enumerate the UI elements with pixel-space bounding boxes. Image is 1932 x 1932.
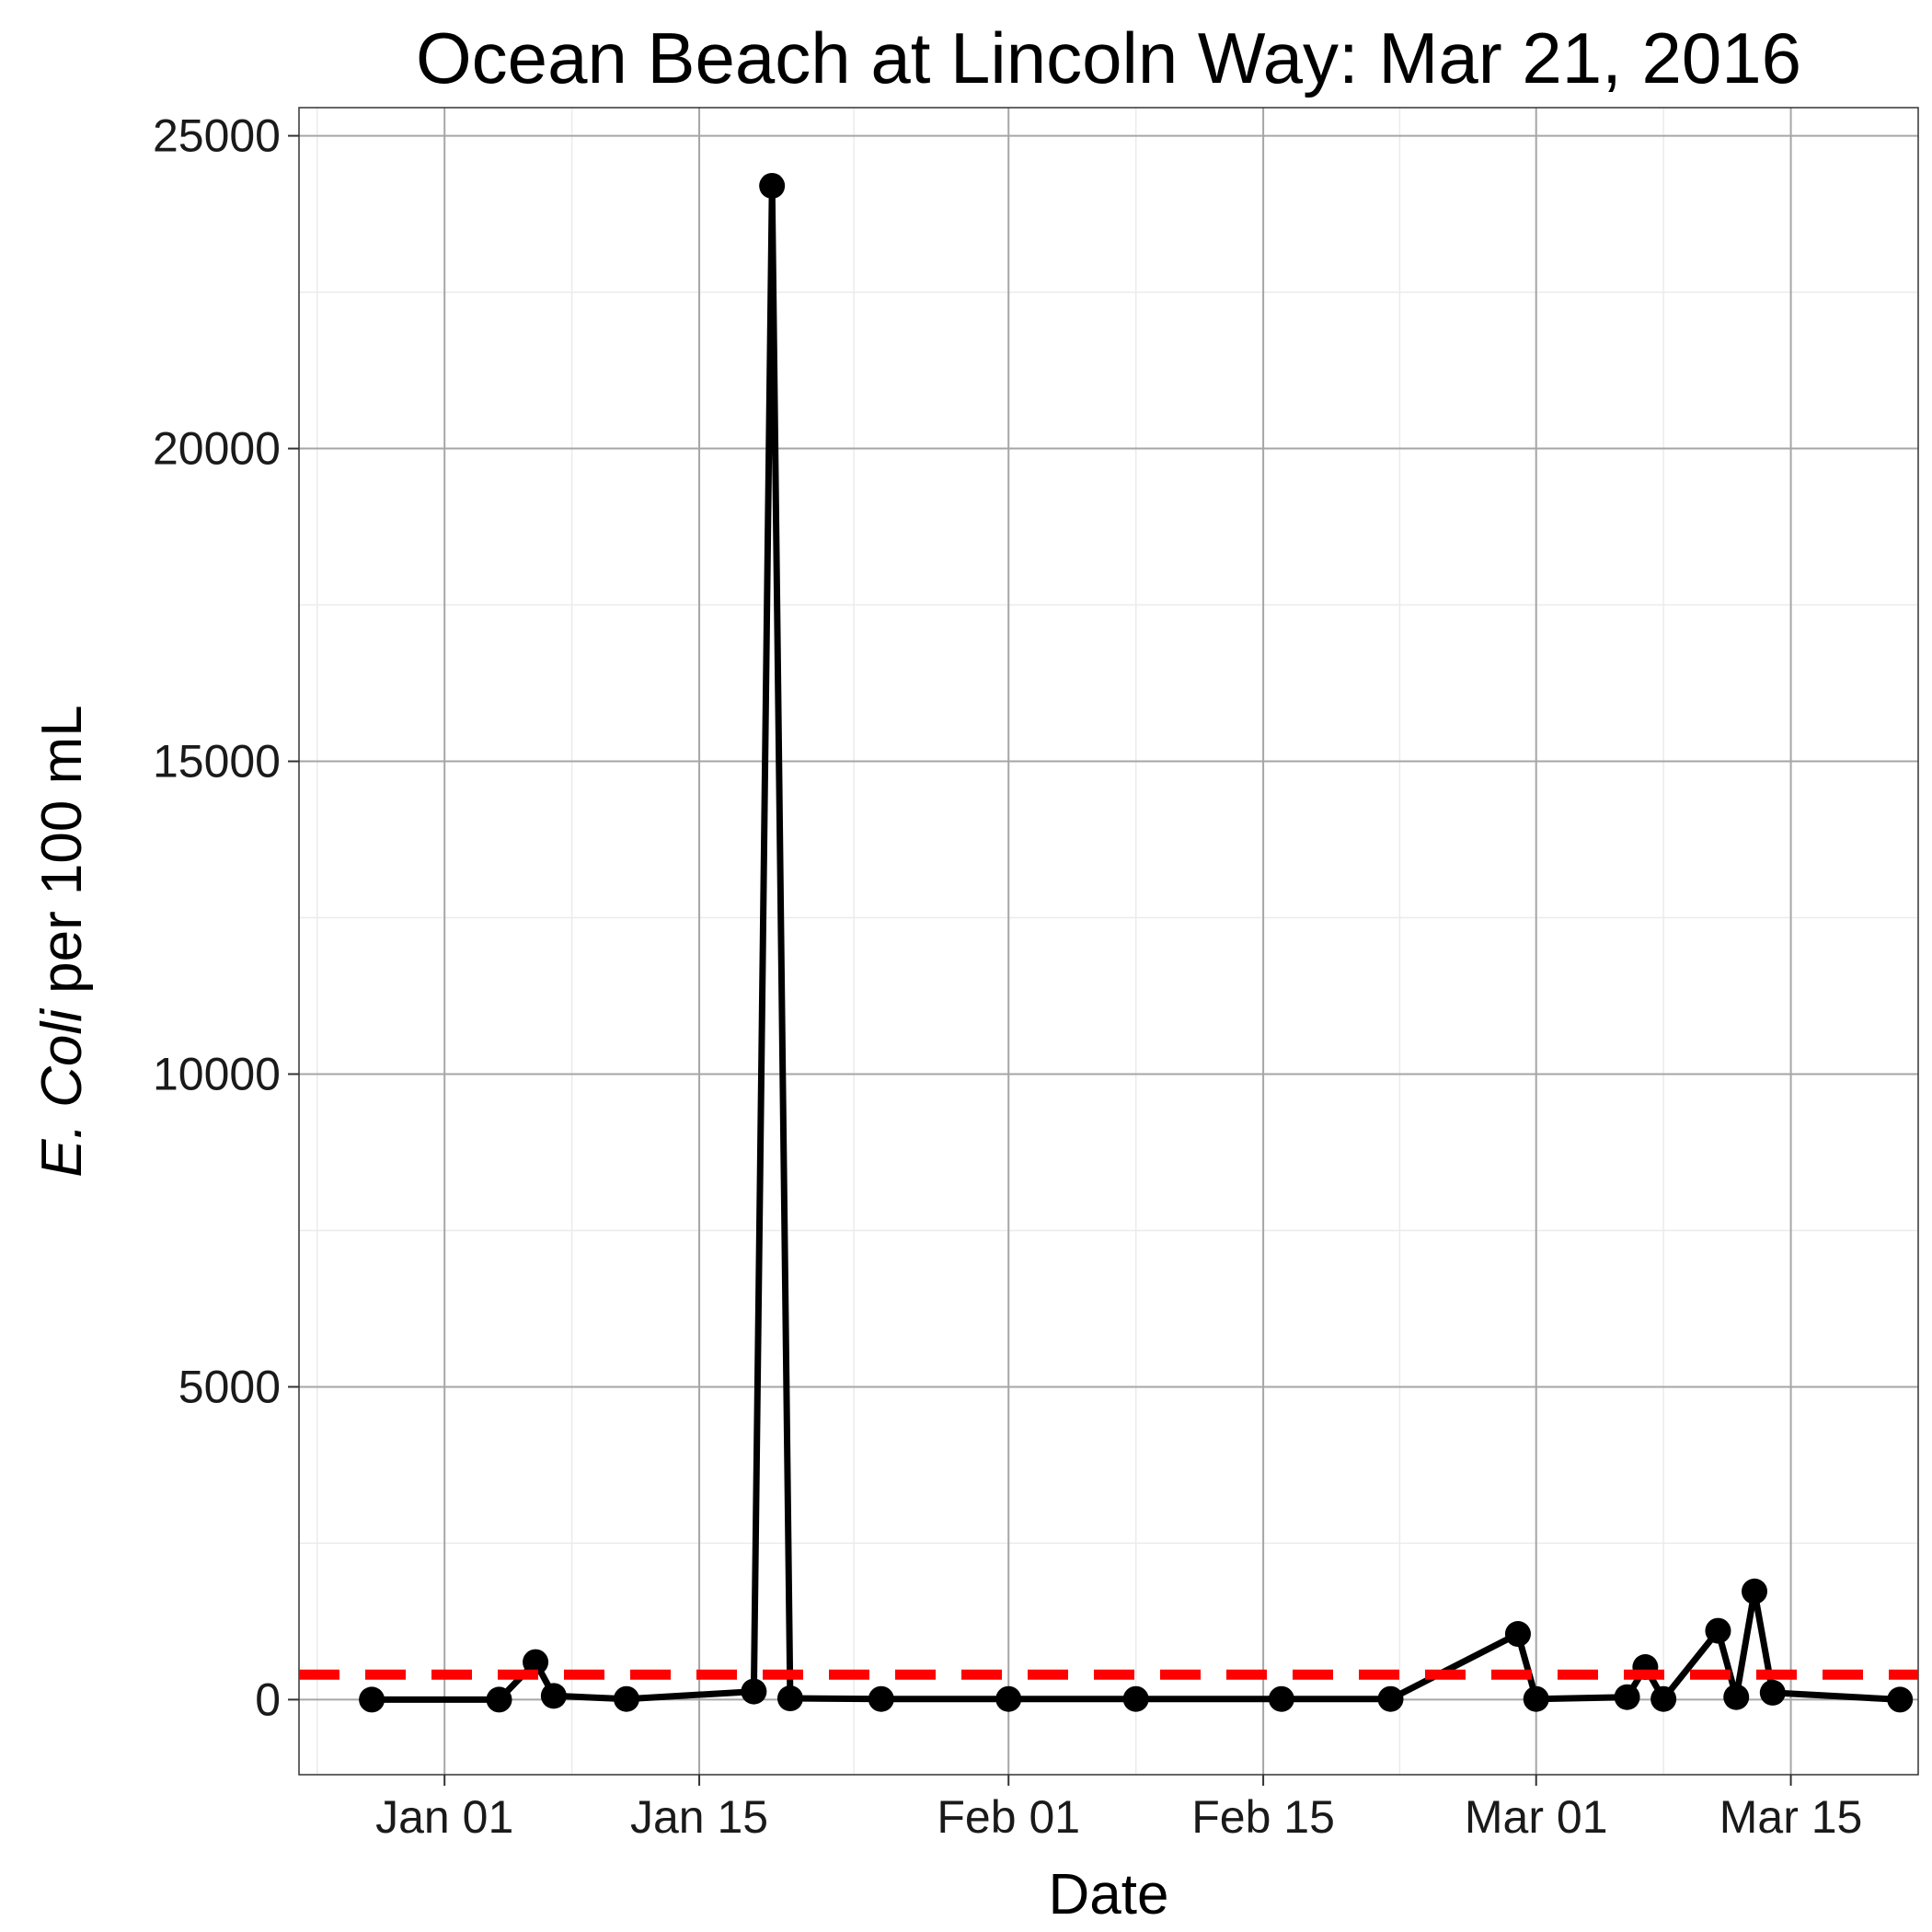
plot-panel-border	[298, 107, 1919, 1776]
y-axis: 0 5000 10000 15000 20000 25000	[153, 110, 299, 1725]
data-point	[613, 1685, 639, 1712]
data-point	[1523, 1685, 1549, 1712]
y-tick-label: 5000	[178, 1361, 281, 1412]
x-tick-label: Jan 01	[375, 1791, 513, 1843]
data-point	[995, 1685, 1022, 1712]
data-point	[1122, 1685, 1149, 1712]
data-point	[1705, 1617, 1731, 1644]
y-axis-title: E. Coli per 100 mL	[30, 705, 94, 1177]
y-tick-label: 20000	[153, 423, 281, 475]
y-axis-title-italic: E. Coli	[30, 1007, 94, 1178]
data-point	[759, 172, 786, 199]
data-point	[1759, 1679, 1786, 1706]
data-series	[299, 172, 1918, 1713]
data-point	[1723, 1684, 1750, 1710]
data-point	[1887, 1686, 1914, 1713]
y-tick-label: 25000	[153, 110, 281, 162]
x-tick-label: Mar 01	[1465, 1791, 1608, 1843]
data-point	[776, 1685, 803, 1712]
y-axis-title-rest: per 100 mL	[30, 705, 94, 1009]
y-tick-label: 10000	[153, 1048, 281, 1099]
data-point	[1614, 1684, 1640, 1710]
data-point	[1377, 1685, 1404, 1712]
data-point	[1268, 1685, 1294, 1712]
x-tick-label: Mar 15	[1719, 1791, 1863, 1843]
data-point	[1650, 1685, 1677, 1712]
y-tick-label: 0	[255, 1673, 281, 1725]
data-point	[523, 1649, 549, 1675]
x-axis-title: Date	[1049, 1863, 1169, 1926]
minor-grid	[299, 108, 1918, 1775]
data-point	[741, 1678, 767, 1705]
data-point	[540, 1683, 567, 1709]
data-point	[868, 1685, 894, 1712]
x-tick-label: Feb 01	[937, 1791, 1080, 1843]
chart-title: Ocean Beach at Lincoln Way: Mar 21, 2016	[416, 17, 1801, 98]
data-point	[359, 1686, 385, 1713]
data-point	[1742, 1578, 1768, 1604]
x-tick-label: Jan 15	[630, 1791, 768, 1843]
x-axis: Jan 01 Jan 15 Feb 01 Feb 15 Mar 01 Mar 15	[375, 1775, 1862, 1843]
y-tick-label: 15000	[153, 736, 281, 788]
data-point	[486, 1686, 512, 1713]
major-grid	[299, 108, 1918, 1775]
x-tick-label: Feb 15	[1191, 1791, 1335, 1843]
data-point	[1504, 1621, 1531, 1648]
